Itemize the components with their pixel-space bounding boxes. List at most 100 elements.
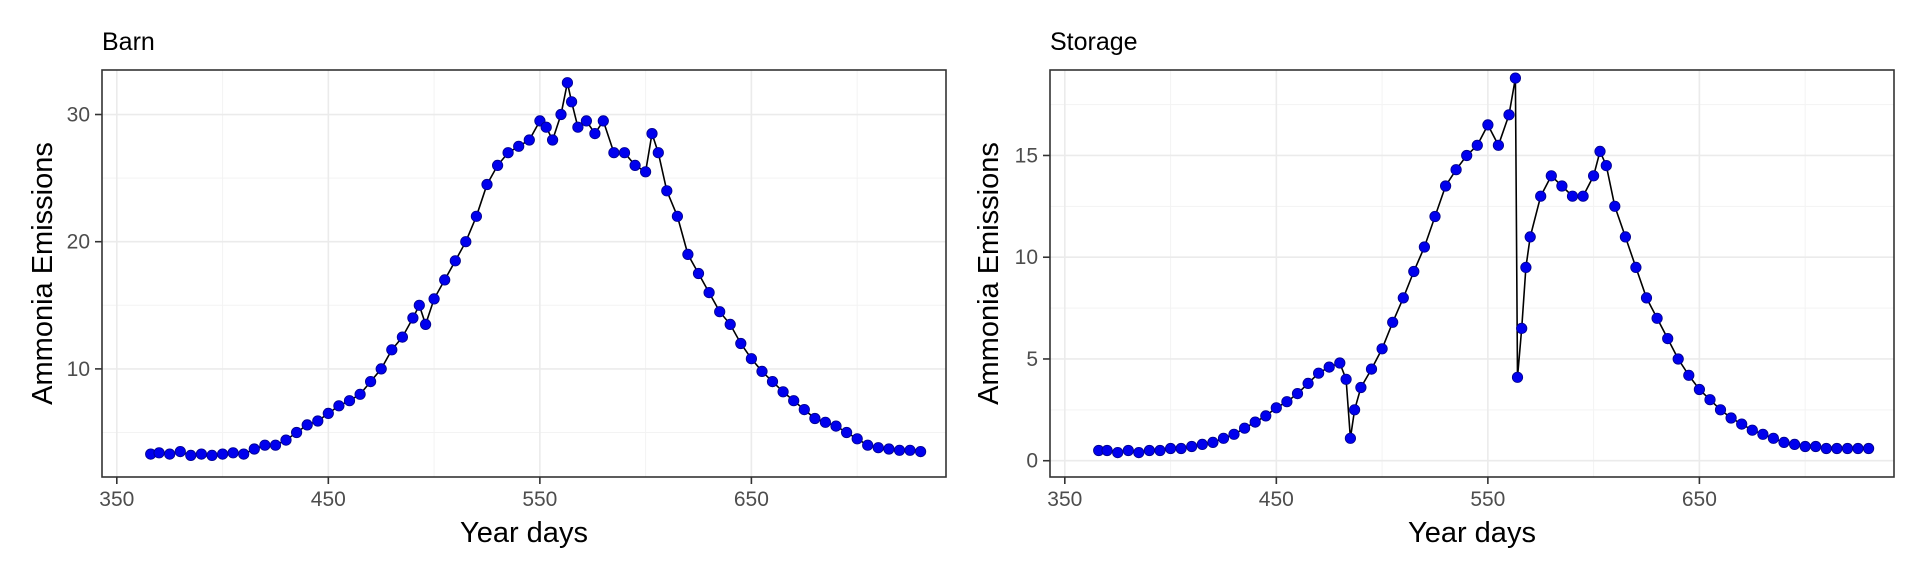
data-point (217, 448, 229, 460)
data-point (248, 443, 260, 455)
data-point (1471, 139, 1483, 151)
data-point (1693, 383, 1706, 396)
data-point (777, 386, 789, 398)
x-tick-label: 450 (1259, 488, 1294, 511)
data-point (1757, 428, 1769, 440)
panel-title: Barn (102, 28, 155, 56)
plot-frame (1049, 69, 1895, 478)
data-point (1566, 190, 1579, 202)
data-point (1270, 402, 1282, 414)
data-point (914, 445, 927, 458)
data-point (692, 267, 705, 280)
series-line (1098, 77, 1869, 454)
data-point (893, 444, 906, 456)
data-point (1143, 444, 1156, 457)
data-point (1492, 139, 1505, 151)
series-layer (145, 77, 927, 461)
data-point (1509, 72, 1522, 84)
data-point (788, 395, 800, 407)
data-point (608, 147, 620, 159)
data-point (766, 375, 779, 388)
data-point (1852, 442, 1864, 455)
data-point (546, 134, 559, 146)
plot-frame (101, 69, 947, 478)
data-point (174, 445, 186, 458)
data-point (1736, 418, 1748, 430)
y-tick-label: 0 (1026, 450, 1038, 473)
barn-panel: Barn 350 450 550 650 10 20 30 Year days Ammoni… (27, 28, 947, 549)
data-point (1122, 444, 1134, 457)
x-tick-label: 550 (522, 488, 557, 511)
data-point (1418, 241, 1431, 253)
data-point (523, 134, 535, 146)
storage-panel: Storage 350 450 550 650 0 5 10 15 Year days Amm… (973, 28, 1895, 549)
data-point (1640, 292, 1653, 304)
data-point (1397, 292, 1409, 304)
gridlines (1050, 70, 1894, 477)
data-point (1820, 442, 1832, 455)
data-point (1630, 261, 1642, 273)
data-point (354, 388, 366, 400)
data-point (862, 439, 874, 451)
data-point (1281, 396, 1293, 408)
data-point (1863, 442, 1875, 455)
data-point (1535, 190, 1547, 202)
data-point (343, 395, 356, 407)
data-point (1175, 442, 1187, 455)
data-point (1577, 190, 1589, 202)
y-axis-title: Ammonia Emissions (973, 142, 1005, 405)
data-point (428, 293, 440, 305)
data-point (809, 412, 821, 425)
x-tick-label: 650 (734, 488, 769, 511)
data-point (745, 353, 758, 365)
data-point (1334, 357, 1346, 369)
data-point (1291, 387, 1304, 400)
data-point (1349, 404, 1361, 416)
data-point (386, 344, 398, 356)
data-point (1323, 361, 1335, 373)
data-point (301, 419, 313, 431)
data-point (724, 318, 736, 330)
data-point (333, 400, 345, 412)
data-point (1524, 231, 1536, 243)
x-tick-label: 350 (99, 488, 134, 511)
data-point (460, 236, 472, 248)
y-tick-label: 20 (67, 231, 90, 254)
data-point (629, 159, 641, 171)
data-point (290, 426, 303, 439)
x-axis-title: Year days (1408, 517, 1536, 549)
data-point (851, 433, 863, 445)
data-point (1196, 438, 1208, 450)
data-point (407, 312, 419, 324)
data-point (565, 96, 578, 108)
data-point (883, 443, 895, 455)
data-point (439, 274, 451, 286)
data-point (714, 306, 726, 318)
data-point (1186, 440, 1198, 453)
y-tick-label: 10 (1015, 246, 1038, 269)
data-point (481, 178, 493, 191)
data-point (1450, 164, 1462, 176)
data-point (618, 147, 631, 159)
data-point (1619, 231, 1632, 243)
y-tick-label: 30 (67, 104, 90, 127)
data-point (1767, 432, 1780, 444)
data-point (703, 286, 715, 299)
axis-ticks: 350 450 550 650 0 5 10 15 (1015, 144, 1717, 511)
data-point (589, 128, 601, 140)
series-layer (1093, 72, 1875, 459)
data-point (904, 444, 916, 456)
data-point (259, 439, 271, 451)
data-point (1154, 444, 1166, 457)
data-point (1810, 440, 1822, 453)
data-point (1609, 200, 1621, 212)
data-point (1789, 438, 1801, 450)
data-point (1704, 394, 1716, 406)
data-point (280, 434, 292, 446)
y-tick-label: 10 (67, 358, 90, 381)
data-point (561, 77, 574, 89)
data-point (1594, 145, 1606, 157)
data-point (419, 318, 432, 330)
x-tick-label: 550 (1470, 488, 1505, 511)
data-point (396, 331, 408, 343)
